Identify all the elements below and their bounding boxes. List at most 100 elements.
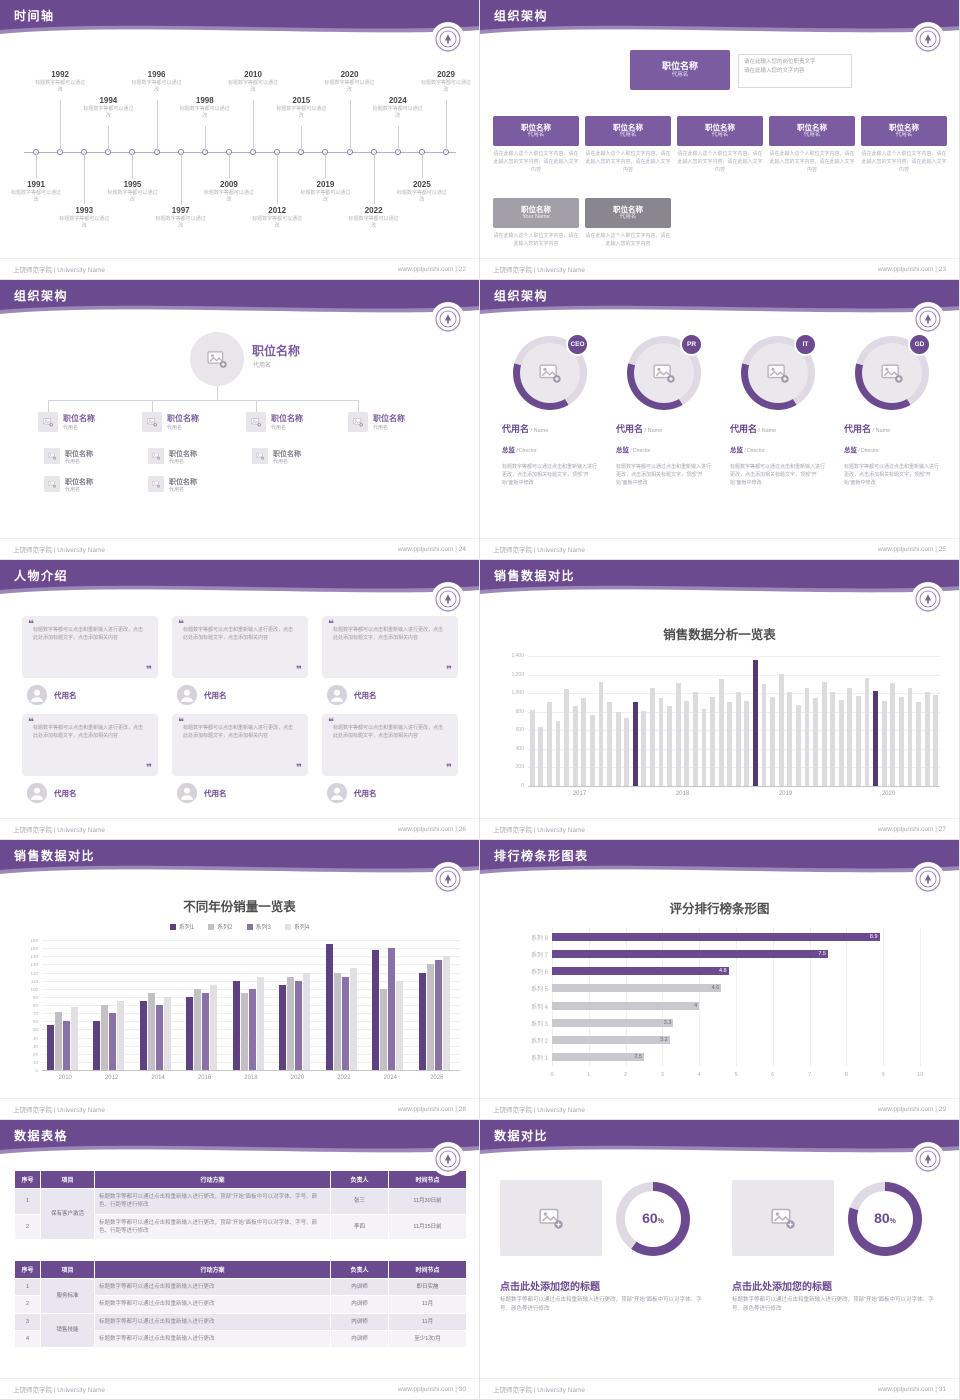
bar xyxy=(552,932,880,941)
profile-column: CEO 代用名 / Name 总监 / Director 标题数字等都可以通过点击和重… xyxy=(502,333,598,487)
person-name: 代用名 xyxy=(54,691,77,700)
bar xyxy=(155,1005,163,1070)
y-axis-label: 40 xyxy=(32,1035,38,1041)
cell-plan: 标题数字等都可以通过点击和重新输入进行更改 xyxy=(94,1295,331,1314)
timeline-year: 1998 xyxy=(195,96,214,105)
footer-page-info: www.pptjunshi.com | 26 xyxy=(398,826,466,833)
quote-close-icon: ❞ xyxy=(296,763,302,774)
slide-title: 数据对比 xyxy=(494,1129,549,1143)
bar xyxy=(47,1025,54,1070)
footer-page-number: 25 xyxy=(938,545,946,553)
bar xyxy=(380,988,388,1070)
bar xyxy=(295,980,303,1070)
university-logo-icon xyxy=(433,864,463,894)
timeline-year: 1992 xyxy=(51,70,69,79)
timeline-year: 2020 xyxy=(340,70,359,79)
timeline-desc: 标题数字等都可以通过改 xyxy=(396,190,447,203)
column-header: 项目 xyxy=(40,1170,95,1189)
person-name: 代用名 xyxy=(65,459,81,465)
cell-item: 服务标准 xyxy=(40,1278,95,1314)
footer-separator: | xyxy=(453,1385,459,1393)
footer-page-info: www.pptjunshi.com | 29 xyxy=(878,1106,946,1113)
x-axis-line xyxy=(528,786,940,787)
profile-ring: GD xyxy=(855,333,931,410)
footer-separator: | xyxy=(453,1105,459,1113)
position-name: 职位名称 xyxy=(705,122,735,132)
timeline-stem xyxy=(204,126,206,152)
y-axis-label: 1,200 xyxy=(511,671,524,678)
gridline xyxy=(552,928,553,1066)
table-row: 1 保有客户激活 标题数字等都可以通过点击和重新输入进行更改，顶部“开始”面板中可以… xyxy=(14,1188,467,1240)
image-placeholder-icon xyxy=(251,418,261,427)
bar xyxy=(552,1001,700,1010)
y-axis-label: 1,400 xyxy=(511,653,524,659)
position-name: 职位名称 xyxy=(65,451,93,458)
position-name: 职位名称 xyxy=(169,479,197,486)
timeline-stem xyxy=(228,152,230,178)
y-axis-label: 0 xyxy=(521,783,524,789)
quote-text: 标题数字等都可以点击和重新输入进行更改，点击此处添加标题文字，点击添加相关内容 xyxy=(33,627,144,641)
panel-description: 标题数字等都可以通过点击和重新输入进行更改，顶部“开始”面板中可以对字体、字号、… xyxy=(500,1297,702,1313)
bar xyxy=(71,1006,78,1070)
panel-heading: 点击此处添加您的标题 xyxy=(500,1282,600,1293)
footer-site: www.pptjunshi.com xyxy=(397,1105,454,1113)
column-header: 序号 xyxy=(14,1170,41,1189)
panel-heading: 点击此处添加您的标题 xyxy=(732,1282,832,1293)
timeline-item: 1998 标题数字等都可以通过改 xyxy=(179,96,231,120)
footer-page-number: 22 xyxy=(458,265,466,273)
quote-open-icon: ❝ xyxy=(28,619,34,630)
image-placeholder-icon xyxy=(147,418,157,427)
position-name: 职位名称 xyxy=(252,344,301,358)
bar xyxy=(830,692,836,786)
value-label: 4.8 xyxy=(718,968,727,975)
y-axis-label: 30 xyxy=(32,1043,38,1049)
quote-card: ❝ 标题数字等都可以点击和重新输入进行更改，点击此处添加标题文字，点击添加相关内容… xyxy=(22,616,158,678)
quote-card: ❝ 标题数字等都可以点击和重新输入进行更改，点击此处添加标题文字，点击添加相关内容… xyxy=(22,714,158,776)
footer-site: www.pptjunshi.com xyxy=(877,1105,934,1113)
cell-no: 2 xyxy=(14,1295,41,1314)
gridline xyxy=(920,928,921,1066)
person-icon xyxy=(26,684,48,706)
timeline-desc: 标题数字等都可以通过改 xyxy=(276,106,327,119)
hbar-chart-canvas: 评分排行榜条形图 0 1 2 3 4 5 6 7 8 9 10 系列 8 8.9 系列 7 7.5 系列 6 4… xyxy=(480,840,959,1119)
cell-plan: 标题数字等都可以通过点击和重新输入进行更改 xyxy=(94,1329,331,1349)
profile-description: 标题数字等都可以通过点击和重新输入进行更改，点击添加相关标题文字，顶部“开始”面… xyxy=(844,464,940,486)
image-placeholder-icon xyxy=(48,452,56,460)
bar xyxy=(873,691,879,786)
timeline-stem xyxy=(60,100,62,152)
x-axis-line xyxy=(42,1070,460,1071)
slide-title: 排行榜条形图表 xyxy=(494,849,589,863)
legend-swatch xyxy=(246,923,253,930)
gridline xyxy=(42,948,460,950)
photo-placeholder xyxy=(252,448,268,464)
value-label: 4.6 xyxy=(711,985,720,992)
role-title: 总监 / Director xyxy=(844,447,879,454)
quote-open-icon: ❝ xyxy=(328,717,334,728)
gridline xyxy=(528,693,940,695)
slide-footer: 上饶师范学院 | University Name www.pptjunshi.c… xyxy=(0,1098,479,1119)
image-placeholder-icon xyxy=(43,418,53,427)
person-icon xyxy=(26,782,48,804)
role-title: 总监 / Director xyxy=(616,447,651,454)
donut-chart: 80% xyxy=(848,1182,922,1256)
footer-separator: | xyxy=(453,825,459,833)
bar xyxy=(552,967,729,976)
role-badge: CEO xyxy=(566,333,589,356)
avatar xyxy=(26,684,48,706)
org-chart-canvas: 职位名称 代用名 职位名称 代用名 职位名称 代用名 职位名称 代用名 职位名称 代用名 职位名称代… xyxy=(0,280,479,559)
bar xyxy=(547,701,552,786)
bar xyxy=(552,984,722,993)
x-axis-label: 2024 xyxy=(383,1075,397,1081)
slide-footer: 上饶师范学院 | University Name www.pptjunshi.c… xyxy=(480,258,959,279)
bar xyxy=(641,710,647,786)
footer-page-number: 23 xyxy=(938,265,946,273)
footer-separator: | xyxy=(933,1105,939,1113)
timeline-stem xyxy=(325,152,327,178)
chart-title: 评分排行榜条形图 xyxy=(669,902,770,916)
footer-page-info: www.pptjunshi.com | 30 xyxy=(398,1386,466,1393)
photo-placeholder xyxy=(148,476,164,492)
gridline xyxy=(528,711,940,713)
cell-time: 11月30日前 xyxy=(388,1188,467,1215)
timeline-item: 2022 标题数字等都可以通过改 xyxy=(348,206,400,230)
bar xyxy=(710,696,715,786)
